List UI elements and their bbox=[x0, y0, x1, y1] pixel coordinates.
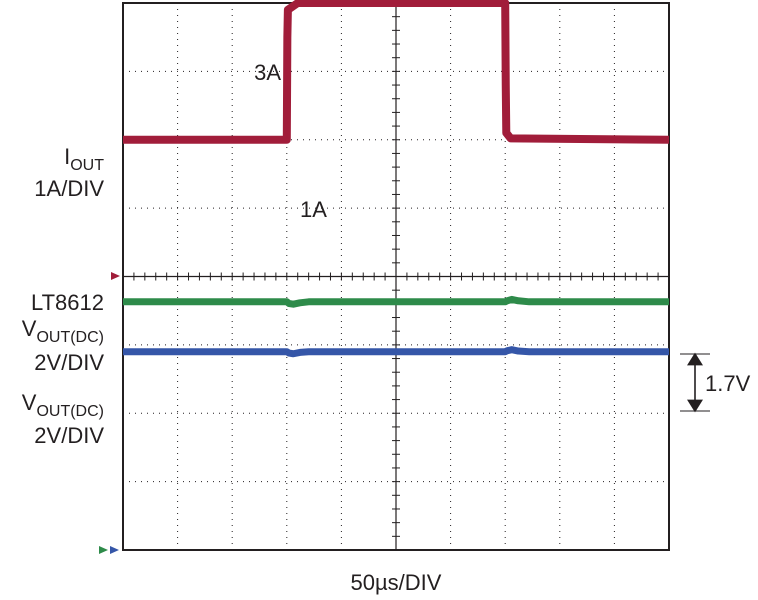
iout-ground-marker bbox=[111, 272, 120, 280]
vout-lt8612-label: VOUT(DC) bbox=[22, 316, 104, 346]
vout-other-ground-marker bbox=[110, 546, 119, 554]
vout-lt8612-ground-marker bbox=[99, 546, 108, 554]
vout-other-label: VOUT(DC) bbox=[22, 390, 104, 420]
vout-lt8612-top-label: LT8612 bbox=[31, 290, 104, 315]
iout-label: IOUT bbox=[64, 144, 104, 174]
vout-lt8612-scale: 2V/DIV bbox=[34, 350, 104, 375]
offset-annotation: 1.7V bbox=[705, 371, 751, 396]
iout-low-annotation: 1A bbox=[300, 197, 327, 222]
iout-high-annotation: 3A bbox=[254, 60, 281, 85]
vout-lt8612-trace-edge bbox=[123, 298, 669, 305]
vout-other-trace-edge bbox=[123, 348, 669, 355]
iout-trace-edge bbox=[123, 2, 670, 141]
scope-grid bbox=[122, 2, 670, 551]
x-axis-label: 50µs/DIV bbox=[351, 570, 442, 595]
scope-traces bbox=[123, 0, 670, 358]
iout-scale: 1A/DIV bbox=[34, 176, 104, 201]
vout-other-scale: 2V/DIV bbox=[34, 423, 104, 448]
offset-bracket bbox=[680, 352, 710, 413]
